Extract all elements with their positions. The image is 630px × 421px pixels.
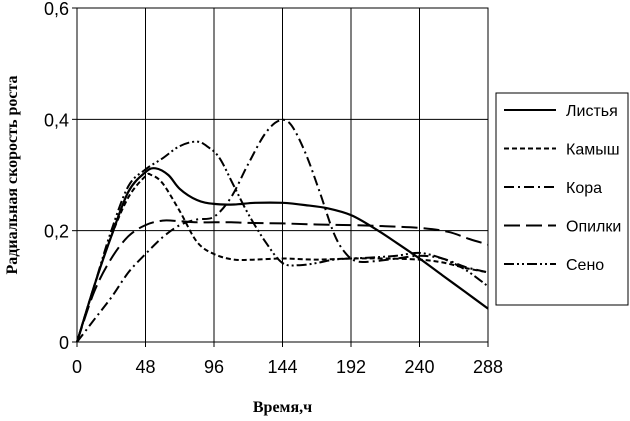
- y-tick-label: 0,6: [44, 0, 69, 19]
- tick-labels: 0 48 96 144 192 240 288 0 0,2 0,4 0,6: [44, 0, 503, 377]
- series-line-2: [76, 172, 489, 343]
- y-tick-label: 0: [59, 333, 69, 353]
- x-axis-title: Время,ч: [253, 399, 312, 416]
- x-tick-label: 0: [72, 357, 82, 377]
- axes: [72, 7, 489, 347]
- legend-label-5: Сено: [566, 257, 604, 274]
- grid: [77, 8, 488, 342]
- legend-label-3: Кора: [566, 180, 602, 197]
- x-tick-label: 192: [336, 357, 366, 377]
- x-tick-label: 144: [267, 357, 297, 377]
- series-line-5: [76, 140, 489, 343]
- legend-box: [495, 92, 629, 306]
- y-axis-title: Радиальная скорость роста: [4, 75, 21, 274]
- series-lines: [75, 118, 489, 343]
- x-tick-label: 240: [404, 357, 434, 377]
- x-tick-label: 96: [204, 357, 224, 377]
- legend: Листья Камыш Кора Опилки Сено: [495, 92, 629, 306]
- series-line-1: [75, 167, 489, 343]
- legend-label-4: Опилки: [566, 219, 621, 236]
- y-tick-label: 0,2: [44, 222, 69, 242]
- legend-label-2: Камыш: [566, 142, 620, 159]
- y-tick-label: 0,4: [44, 110, 69, 130]
- legend-label-1: Листья: [566, 103, 618, 120]
- series-line-4: [76, 219, 489, 343]
- x-tick-label: 48: [135, 357, 155, 377]
- x-tick-label: 288: [473, 357, 503, 377]
